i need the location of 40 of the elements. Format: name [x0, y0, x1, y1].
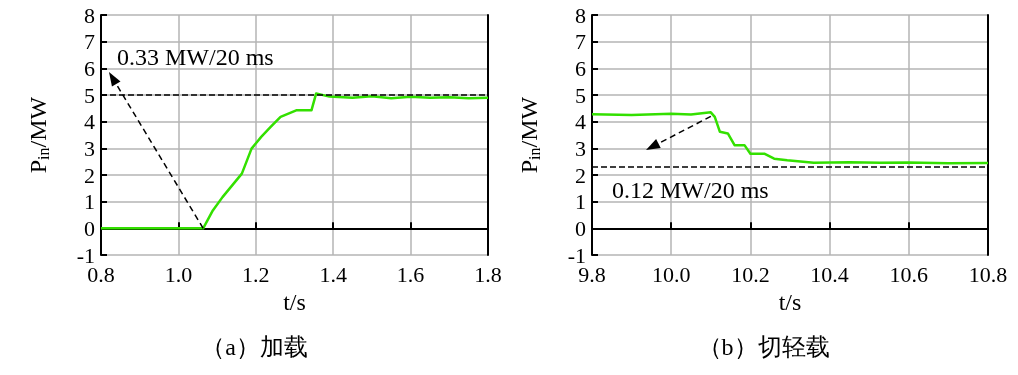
y-tick-label: 0: [575, 215, 586, 241]
x-tick-label: 1.2: [242, 261, 270, 287]
annotation: 0.12 MW/20 ms: [612, 177, 769, 203]
y-tick-label: -1: [567, 242, 586, 268]
y-tick-label: 7: [84, 29, 95, 55]
y-tick-label: 7: [575, 29, 586, 55]
text: （a）加载: [201, 334, 308, 360]
y-tick-label: 2: [575, 162, 586, 188]
line-series: [99, 92, 490, 230]
x-tick-label: 1.0: [164, 261, 193, 287]
x-tick-label: 10.8: [968, 261, 1008, 287]
x-axis-title: t/s: [283, 288, 306, 315]
x-tick-label: 1.8: [474, 261, 502, 287]
y-tick-label: 1: [84, 189, 95, 215]
y-tick-label: 5: [84, 82, 95, 108]
x-tick-label: 10.2: [731, 261, 770, 287]
y-tick-label: 5: [575, 82, 586, 108]
y-tick-label: 3: [84, 135, 95, 161]
x-tick-label: 10.4: [810, 261, 849, 287]
y-tick-label: 4: [84, 109, 95, 135]
x-axis-title: t/s: [778, 288, 802, 315]
line-series: [590, 111, 990, 165]
y-tick-label: 1: [575, 189, 586, 215]
x-tick-label: 10.6: [889, 261, 929, 287]
y-tick-label: 2: [84, 162, 95, 188]
text: （b）切轻载: [697, 334, 830, 360]
x-tick-label: 1.6: [396, 261, 425, 287]
y-tick-label: -1: [76, 242, 95, 268]
x-tick-label: 1.4: [319, 261, 347, 287]
y-tick-label: 3: [575, 135, 586, 161]
x-tick-label: 10.0: [651, 261, 691, 287]
y-tick-label: 8: [575, 2, 586, 28]
y-tick-label: 4: [575, 109, 586, 135]
y-axis-title: Pin/MW: [516, 96, 543, 174]
y-tick-label: 6: [575, 55, 586, 81]
y-tick-label: 0: [84, 215, 95, 241]
y-tick-label: 8: [84, 2, 95, 28]
y-tick-label: 6: [84, 55, 95, 81]
y-axis-title: Pin/MW: [25, 96, 52, 174]
annotation: 0.33 MW/20 ms: [117, 44, 274, 70]
